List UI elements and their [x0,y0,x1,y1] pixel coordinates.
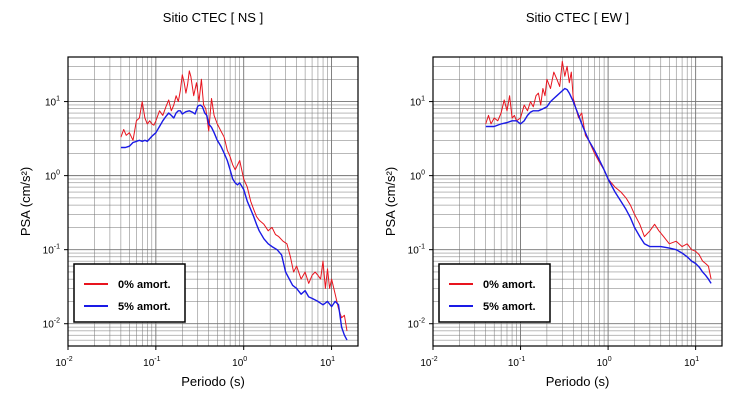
x-tick-base: 10 [143,358,155,369]
y-tick-base: 10 [45,98,57,109]
y-tick-label: 10-1 [408,244,425,257]
x-tick-label: 101 [684,356,699,369]
x-tick-base: 10 [684,358,696,369]
y-tick-exp: 1 [56,96,60,103]
x-tick-base: 10 [420,358,432,369]
y-tick-label: 101 [45,96,60,109]
legend: 0% amort. 5% amort. [438,263,551,323]
y-axis-label: PSA (cm/s²) [383,167,398,236]
y-tick-exp: 0 [421,170,425,177]
plot-frame [67,56,359,347]
y-tick-exp: -2 [54,318,60,325]
chart-title: Sitio CTEC [ EW ] [526,10,629,25]
x-tick-exp: 1 [695,356,699,363]
legend-label-undamped: 0% amort. [483,279,536,291]
x-tick-exp: 1 [331,356,335,363]
y-tick-label: 101 [410,96,425,109]
y-tick-label: 100 [410,170,425,183]
x-tick-base: 10 [55,358,67,369]
y-tick-label: 10-1 [43,244,60,257]
y-tick-base: 10 [45,172,57,183]
y-tick-exp: -2 [419,318,425,325]
legend: 0% amort. 5% amort. [73,263,186,323]
y-tick-exp: -1 [419,244,425,251]
series-line-damped [120,104,348,341]
x-tick-exp: 0 [243,356,247,363]
chart-title: Sitio CTEC [ NS ] [163,10,263,25]
y-tick-base: 10 [408,320,420,331]
series-line-damped [485,87,712,284]
x-tick-base: 10 [597,358,609,369]
plot-frame [432,56,723,347]
x-tick-base: 10 [508,358,520,369]
y-axis-label: PSA (cm/s²) [18,167,33,236]
x-tick-base: 10 [320,358,332,369]
legend-label-damped: 5% amort. [483,301,536,313]
series-line-undamped [485,60,712,280]
y-tick-exp: 0 [56,170,60,177]
y-tick-base: 10 [410,172,422,183]
x-tick-label: 10-1 [143,356,160,369]
x-tick-label: 10-1 [508,356,525,369]
y-tick-exp: 1 [421,96,425,103]
x-tick-base: 10 [232,358,244,369]
y-tick-label: 10-2 [408,318,425,331]
x-axis-label: Periodo (s) [181,374,245,389]
series-line-undamped [120,70,348,331]
y-tick-base: 10 [410,98,422,109]
x-tick-label: 10-2 [420,356,437,369]
x-tick-label: 10-2 [55,356,72,369]
legend-box [438,263,551,323]
x-tick-label: 100 [597,356,612,369]
x-tick-exp: -2 [66,356,72,363]
legend-label-damped: 5% amort. [118,301,171,313]
x-tick-exp: -2 [431,356,437,363]
y-tick-exp: -1 [54,244,60,251]
legend-box [73,263,186,323]
y-tick-label: 100 [45,170,60,183]
y-tick-base: 10 [43,246,55,257]
x-tick-exp: -1 [154,356,160,363]
legend-label-undamped: 0% amort. [118,279,171,291]
y-tick-base: 10 [408,246,420,257]
x-tick-exp: -1 [519,356,525,363]
y-tick-label: 10-2 [43,318,60,331]
y-tick-base: 10 [43,320,55,331]
x-tick-label: 100 [232,356,247,369]
x-tick-label: 101 [320,356,335,369]
x-tick-exp: 0 [608,356,612,363]
x-axis-label: Periodo (s) [546,374,610,389]
